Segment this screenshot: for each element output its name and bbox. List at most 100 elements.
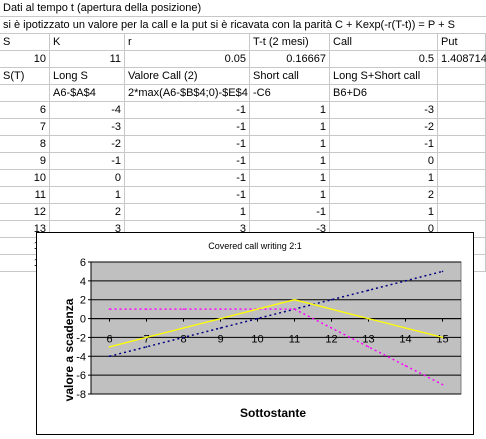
- table-cell[interactable]: 12: [0, 204, 50, 220]
- cell-label-call[interactable]: Call: [330, 34, 438, 50]
- spreadsheet: Dati al tempo t (apertura della posizion…: [0, 2, 486, 272]
- cell-label-r[interactable]: r: [125, 34, 250, 50]
- table-cell[interactable]: -1: [125, 187, 250, 203]
- table-cell[interactable]: 3: [125, 221, 250, 237]
- col-header-call-value[interactable]: Valore Call (2): [125, 68, 250, 84]
- table-cell[interactable]: -1: [125, 119, 250, 135]
- x-tick-label: 6: [106, 334, 112, 346]
- table-cell[interactable]: 1: [50, 187, 125, 203]
- formula-combined[interactable]: B6+D6: [330, 85, 438, 101]
- formula-short-call[interactable]: -C6: [250, 85, 330, 101]
- table-cell[interactable]: -3: [250, 221, 330, 237]
- sheet-row-formulas: A6-$A$4 2*max(A6-$B$4;0)-$E$4 -C6 B6+D6: [0, 85, 486, 102]
- data-point: [367, 317, 370, 320]
- x-tick-label: 8: [180, 334, 186, 346]
- table-cell[interactable]: -3: [50, 119, 125, 135]
- table-cell[interactable]: 0: [330, 221, 438, 237]
- data-point: [404, 364, 407, 367]
- table-row: 6 -4 -1 1 -3: [0, 102, 486, 119]
- cell-value-s[interactable]: 10: [0, 51, 50, 67]
- table-cell[interactable]: 1: [250, 187, 330, 203]
- table-cell[interactable]: [438, 153, 486, 169]
- y-tick-label: -2: [76, 332, 86, 344]
- chart[interactable]: Covered call writing 2:1 valore a scaden…: [36, 232, 474, 435]
- cell-title[interactable]: Dati al tempo t (apertura della posizion…: [3, 2, 202, 14]
- table-cell[interactable]: 3: [50, 221, 125, 237]
- table-cell[interactable]: [438, 204, 486, 220]
- cell-label-t[interactable]: T-t (2 mesi): [250, 34, 330, 50]
- table-cell[interactable]: -1: [125, 102, 250, 118]
- data-point: [367, 346, 370, 348]
- data-point: [108, 308, 111, 310]
- table-cell[interactable]: [438, 187, 486, 203]
- formula-long-s[interactable]: A6-$A$4: [50, 85, 125, 101]
- table-cell[interactable]: -2: [330, 119, 438, 135]
- table-cell[interactable]: 1: [125, 204, 250, 220]
- col-header-short-call[interactable]: Short call: [250, 68, 330, 84]
- table-row: 10 0 -1 1 1: [0, 170, 486, 187]
- table-cell[interactable]: 6: [0, 102, 50, 118]
- cell-value-call[interactable]: 0.5: [330, 51, 438, 67]
- table-cell[interactable]: 1: [330, 170, 438, 186]
- formula-empty-2[interactable]: [438, 85, 486, 101]
- formula-empty[interactable]: [0, 85, 50, 101]
- table-cell[interactable]: -2: [50, 136, 125, 152]
- table-cell[interactable]: 7: [0, 119, 50, 135]
- cell-value-t[interactable]: 0.16667: [250, 51, 330, 67]
- table-cell[interactable]: -1: [50, 153, 125, 169]
- table-cell[interactable]: -1: [125, 170, 250, 186]
- table-cell[interactable]: [438, 119, 486, 135]
- table-cell[interactable]: 2: [330, 187, 438, 203]
- data-point: [293, 308, 296, 310]
- cell-value-put[interactable]: 1.408714: [438, 51, 486, 67]
- y-tick-label: -8: [76, 389, 86, 401]
- table-cell[interactable]: 11: [0, 187, 50, 203]
- x-tick-label: 7: [143, 334, 149, 346]
- cell-label-k[interactable]: K: [50, 34, 125, 50]
- cell-label-s[interactable]: S: [0, 34, 50, 50]
- col-header-st[interactable]: S(T): [0, 68, 50, 84]
- table-cell[interactable]: -1: [125, 153, 250, 169]
- table-cell[interactable]: 0: [50, 170, 125, 186]
- cell-label-put[interactable]: Put: [438, 34, 486, 50]
- table-cell[interactable]: 1: [330, 204, 438, 220]
- table-cell[interactable]: 1: [250, 102, 330, 118]
- col-header-empty[interactable]: [438, 68, 486, 84]
- data-point: [182, 308, 185, 310]
- formula-call-value[interactable]: 2*max(A6-$B$4;0)-$E$4: [125, 85, 250, 101]
- col-header-combined[interactable]: Long S+Short call: [330, 68, 438, 84]
- table-cell[interactable]: -3: [330, 102, 438, 118]
- x-tick-label: 9: [217, 334, 223, 346]
- cell-value-k[interactable]: 11: [50, 51, 125, 67]
- table-cell[interactable]: [438, 136, 486, 152]
- table-cell[interactable]: [438, 170, 486, 186]
- data-point: [108, 355, 111, 358]
- table-cell[interactable]: -1: [330, 136, 438, 152]
- x-axis-label: Sottostante: [240, 406, 306, 420]
- data-point: [367, 289, 370, 292]
- data-point: [293, 298, 296, 301]
- table-cell[interactable]: -1: [250, 204, 330, 220]
- table-cell[interactable]: 2: [50, 204, 125, 220]
- data-point: [145, 308, 148, 310]
- table-cell[interactable]: [438, 102, 486, 118]
- table-cell[interactable]: 0: [330, 153, 438, 169]
- x-tick-label: 11: [289, 334, 300, 346]
- sheet-row-col-headers: S(T) Long S Valore Call (2) Short call L…: [0, 68, 486, 85]
- table-cell[interactable]: 1: [250, 119, 330, 135]
- cell-value-r[interactable]: 0.05: [125, 51, 250, 67]
- table-cell[interactable]: 9: [0, 153, 50, 169]
- table-cell[interactable]: -1: [125, 136, 250, 152]
- table-cell[interactable]: 1: [250, 153, 330, 169]
- col-header-long-s[interactable]: Long S: [50, 68, 125, 84]
- x-tick-label: 14: [399, 334, 411, 346]
- data-point: [256, 317, 259, 320]
- table-cell[interactable]: 1: [250, 136, 330, 152]
- table-cell[interactable]: -4: [50, 102, 125, 118]
- table-cell[interactable]: 10: [0, 170, 50, 186]
- y-tick-label: -6: [76, 370, 86, 382]
- table-cell[interactable]: 8: [0, 136, 50, 152]
- data-point: [441, 336, 444, 339]
- cell-note[interactable]: si è ipotizzato un valore per la call e …: [3, 19, 455, 31]
- table-cell[interactable]: 1: [250, 170, 330, 186]
